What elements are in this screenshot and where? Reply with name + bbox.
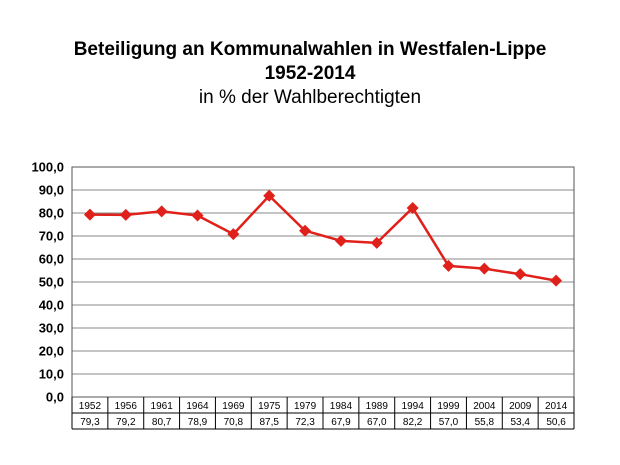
- chart-subtitle: in % der Wahlberechtigten: [198, 87, 422, 108]
- data-value-label: 87,5: [259, 417, 279, 428]
- x-category-label: 1994: [402, 401, 425, 412]
- y-tick-label: 60,0: [39, 252, 64, 267]
- data-value-label: 80,7: [152, 417, 172, 428]
- chart-title-years: 1952-2014: [264, 63, 356, 84]
- data-value-label: 82,2: [403, 417, 423, 428]
- y-tick-label: 0,0: [46, 390, 64, 405]
- x-category-label: 1964: [186, 401, 209, 412]
- y-tick-label: 90,0: [39, 183, 64, 198]
- data-point: [191, 209, 204, 222]
- data-point: [263, 189, 276, 202]
- chart-title: Beteiligung an Kommunalwahlen in Westfal…: [73, 39, 547, 60]
- data-value-label: 79,2: [116, 417, 136, 428]
- x-category-label: 1999: [437, 401, 460, 412]
- data-point: [119, 208, 132, 221]
- x-category-label: 2009: [509, 401, 532, 412]
- data-point: [478, 262, 491, 275]
- data-value-label: 72,3: [295, 417, 315, 428]
- data-point: [550, 274, 563, 287]
- y-tick-label: 80,0: [39, 206, 64, 221]
- data-value-label: 57,0: [439, 417, 459, 428]
- data-value-label: 67,0: [367, 417, 387, 428]
- data-point: [334, 234, 347, 247]
- x-category-label: 2004: [473, 401, 496, 412]
- data-value-label: 50,6: [546, 417, 566, 428]
- y-tick-label: 50,0: [39, 275, 64, 290]
- data-point: [370, 236, 383, 249]
- x-category-label: 1989: [366, 401, 389, 412]
- data-point: [514, 268, 527, 281]
- x-category-label: 1984: [330, 401, 353, 412]
- data-point: [442, 259, 455, 272]
- x-category-label: 1979: [294, 401, 317, 412]
- series-line: [89, 194, 557, 282]
- data-point: [299, 224, 312, 237]
- x-category-label: 2014: [545, 401, 568, 412]
- data-value-label: 70,8: [224, 417, 244, 428]
- data-value-label: 67,9: [331, 417, 351, 428]
- data-value-label: 53,4: [510, 417, 530, 428]
- data-point: [406, 201, 419, 214]
- data-value-label: 78,9: [188, 417, 208, 428]
- data-point: [83, 208, 96, 221]
- data-value-label: 79,3: [80, 417, 100, 428]
- y-tick-label: 30,0: [39, 321, 64, 336]
- y-tick-label: 40,0: [39, 298, 64, 313]
- y-tick-label: 20,0: [39, 344, 64, 359]
- data-point: [155, 205, 168, 218]
- y-tick-label: 10,0: [39, 367, 64, 382]
- y-tick-label: 100,0: [31, 160, 64, 175]
- x-category-label: 1952: [79, 401, 102, 412]
- x-category-label: 1975: [258, 401, 281, 412]
- title-block: Beteiligung an Kommunalwahlen in Westfal…: [0, 38, 620, 110]
- x-category-label: 1969: [222, 401, 245, 412]
- data-value-label: 55,8: [475, 417, 495, 428]
- x-category-label: 1956: [115, 401, 138, 412]
- x-category-label: 1961: [151, 401, 174, 412]
- data-point: [227, 228, 240, 241]
- y-tick-label: 70,0: [39, 229, 64, 244]
